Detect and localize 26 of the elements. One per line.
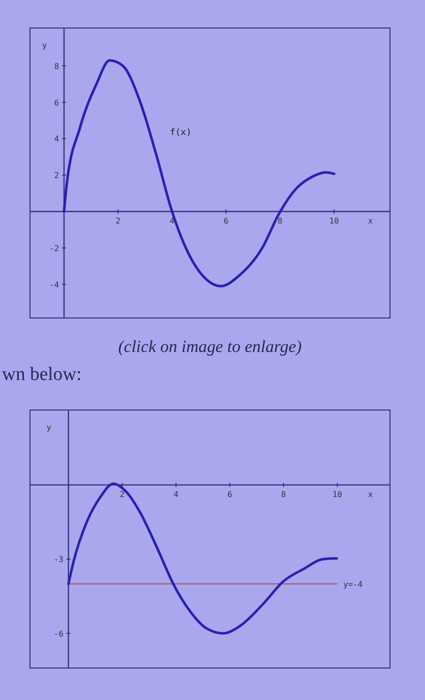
x-tick-label: 2 bbox=[120, 490, 125, 499]
y-tick-label: -6 bbox=[54, 629, 64, 638]
x-tick-label: 10 bbox=[329, 216, 340, 226]
text: (click on image to enlarge) bbox=[118, 337, 302, 356]
x-tick-label: 10 bbox=[332, 490, 342, 499]
y-tick-label: -2 bbox=[49, 244, 60, 253]
y-axis-title: y bbox=[46, 423, 52, 432]
x-tick-label: 6 bbox=[224, 216, 229, 226]
x-tick-label: 4 bbox=[174, 490, 179, 499]
y-tick-label: 6 bbox=[54, 98, 60, 108]
series-label: f(x) bbox=[170, 128, 192, 138]
y-axis-title: y bbox=[42, 41, 48, 50]
x-axis-title: x bbox=[368, 490, 373, 499]
x-tick-label: 6 bbox=[227, 490, 232, 499]
y-tick-label: -3 bbox=[54, 555, 64, 564]
x-tick-label: 4 bbox=[170, 216, 175, 226]
y-tick-label: -4 bbox=[49, 280, 60, 290]
x-tick-label: 2 bbox=[116, 216, 121, 226]
text: wn below: bbox=[2, 364, 82, 385]
y-tick-label: 2 bbox=[54, 171, 60, 180]
y-tick-label: 4 bbox=[54, 134, 60, 144]
x-tick-label: 8 bbox=[281, 490, 286, 499]
x-axis-title: x bbox=[368, 216, 373, 226]
y-tick-label: 8 bbox=[54, 62, 60, 71]
ref-line-label: y=-4 bbox=[343, 580, 363, 589]
x-tick-label: 8 bbox=[278, 216, 283, 226]
